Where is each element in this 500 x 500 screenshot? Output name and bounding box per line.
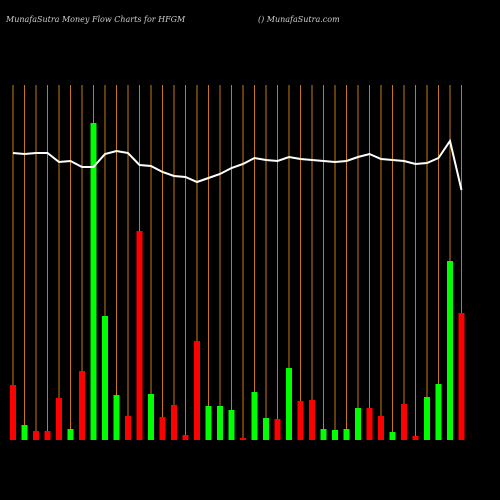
bar	[182, 435, 189, 440]
bar	[21, 425, 28, 440]
bar	[44, 431, 51, 440]
bar	[263, 418, 269, 440]
bar	[378, 416, 384, 440]
bar	[228, 410, 235, 440]
bar	[458, 313, 465, 440]
bar	[171, 405, 177, 440]
bar	[366, 408, 373, 440]
bar	[159, 417, 166, 440]
bar	[79, 371, 85, 440]
bar	[125, 416, 131, 440]
bar	[286, 368, 292, 440]
bar	[90, 123, 97, 440]
bar	[205, 406, 212, 440]
bar	[113, 395, 120, 440]
bar	[194, 341, 200, 440]
bar	[251, 392, 258, 440]
bar	[343, 429, 350, 440]
bar	[332, 430, 338, 440]
bar	[297, 401, 304, 440]
bar	[102, 316, 108, 440]
bar	[136, 231, 143, 440]
bar	[447, 261, 453, 440]
bar	[424, 397, 430, 440]
money-flow-line	[12, 138, 463, 191]
chart-title: MunafaSutra Money Flow Charts for HFGM	[5, 15, 186, 24]
bar	[274, 419, 281, 440]
bar	[148, 394, 154, 440]
bar	[309, 400, 315, 440]
bar	[355, 408, 361, 440]
bar	[401, 404, 407, 440]
bar	[412, 436, 419, 440]
bar	[320, 429, 327, 440]
chart-subtitle: () MunafaSutra.com	[258, 15, 340, 24]
bar	[389, 432, 396, 440]
bar	[217, 406, 223, 440]
bar	[56, 398, 62, 440]
bar	[33, 431, 39, 440]
bar	[67, 429, 74, 440]
bar	[240, 438, 246, 440]
bar	[435, 384, 442, 440]
bar	[10, 385, 16, 440]
